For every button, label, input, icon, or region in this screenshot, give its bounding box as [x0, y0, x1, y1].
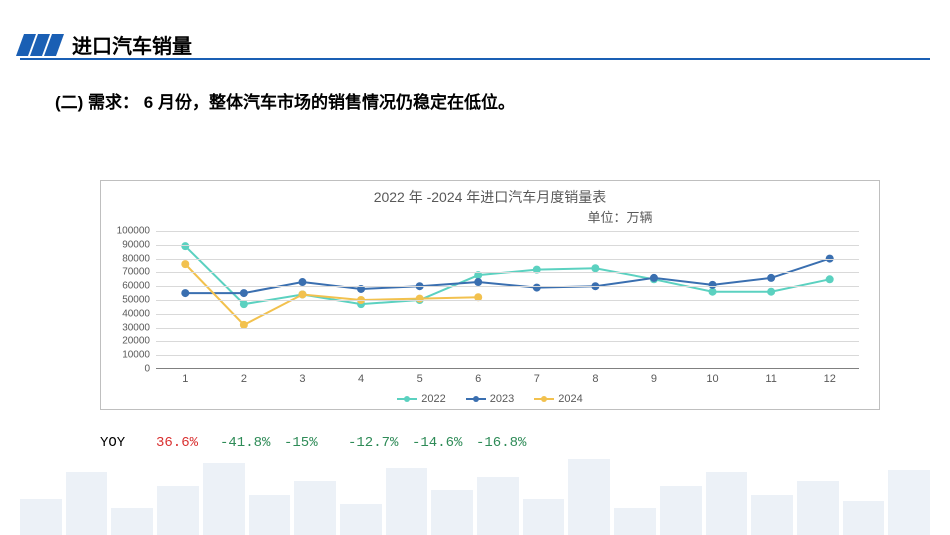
- grid-line: [156, 286, 859, 287]
- legend-label: 2022: [421, 393, 445, 405]
- grid-line: [156, 341, 859, 342]
- series-line-2023: [185, 259, 829, 294]
- y-tick-label: 100000: [117, 226, 150, 237]
- yoy-value: -15%: [284, 435, 348, 451]
- y-tick-label: 80000: [122, 253, 150, 264]
- legend-item-2022: 2022: [397, 393, 445, 405]
- chart-title: 2022 年 -2024 年进口汽车月度销量表: [101, 187, 879, 207]
- header-bars-icon: [16, 34, 64, 56]
- legend-label: 2024: [558, 393, 582, 405]
- background-silhouette: [0, 445, 950, 535]
- yoy-row: YOY 36.6%-41.8%-15%-12.7%-14.6%-16.8%: [100, 435, 540, 451]
- yoy-value: -16.8%: [476, 435, 540, 451]
- header-underline: [20, 58, 930, 60]
- yoy-value: -41.8%: [220, 435, 284, 451]
- legend-swatch: [397, 398, 417, 400]
- grid-line: [156, 328, 859, 329]
- grid-line: [156, 355, 859, 356]
- page-title: 进口汽车销量: [72, 30, 192, 59]
- grid-line: [156, 272, 859, 273]
- series-marker-2023: [709, 281, 717, 289]
- x-tick-label: 3: [299, 373, 305, 385]
- series-marker-2022: [767, 288, 775, 296]
- y-tick-label: 30000: [122, 322, 150, 333]
- sales-chart: 2022 年 -2024 年进口汽车月度销量表 单位：万辆 0100002000…: [100, 180, 880, 410]
- yoy-label: YOY: [100, 435, 156, 451]
- series-marker-2023: [181, 289, 189, 297]
- series-marker-2022: [181, 242, 189, 250]
- x-tick-label: 5: [417, 373, 423, 385]
- series-marker-2023: [298, 278, 306, 286]
- y-tick-label: 20000: [122, 336, 150, 347]
- page-header: 进口汽车销量: [20, 30, 930, 59]
- y-tick-label: 0: [144, 364, 150, 375]
- chart-plot-area: 0100002000030000400005000060000700008000…: [156, 231, 859, 369]
- y-tick-label: 90000: [122, 239, 150, 250]
- grid-line: [156, 231, 859, 232]
- x-tick-label: 2: [241, 373, 247, 385]
- yoy-value: 36.6%: [156, 435, 220, 451]
- y-tick-label: 70000: [122, 267, 150, 278]
- series-marker-2023: [474, 278, 482, 286]
- series-marker-2022: [826, 275, 834, 283]
- legend-swatch: [466, 398, 486, 400]
- grid-line: [156, 300, 859, 301]
- chart-legend: 2022 2023 2024: [101, 393, 879, 405]
- series-marker-2024: [416, 295, 424, 303]
- series-marker-2023: [240, 289, 248, 297]
- y-tick-label: 60000: [122, 281, 150, 292]
- x-tick-label: 10: [706, 373, 718, 385]
- series-marker-2022: [240, 300, 248, 308]
- legend-label: 2023: [490, 393, 514, 405]
- x-tick-label: 11: [765, 373, 776, 385]
- grid-line: [156, 245, 859, 246]
- legend-swatch: [534, 398, 554, 400]
- chart-unit-label: 单位：万辆: [101, 207, 879, 226]
- legend-item-2023: 2023: [466, 393, 514, 405]
- x-tick-label: 9: [651, 373, 657, 385]
- series-marker-2024: [181, 260, 189, 268]
- x-tick-label: 1: [182, 373, 188, 385]
- x-tick-label: 7: [534, 373, 540, 385]
- x-tick-label: 8: [592, 373, 598, 385]
- section-subtitle: (二) 需求： 6 月份，整体汽车市场的销售情况仍稳定在低位。: [55, 88, 515, 113]
- series-marker-2023: [650, 274, 658, 282]
- series-marker-2022: [709, 288, 717, 296]
- x-tick-label: 4: [358, 373, 364, 385]
- y-tick-label: 40000: [122, 308, 150, 319]
- yoy-value: -12.7%: [348, 435, 412, 451]
- legend-item-2024: 2024: [534, 393, 582, 405]
- series-marker-2024: [298, 290, 306, 298]
- grid-line: [156, 259, 859, 260]
- series-line-2022: [185, 246, 829, 304]
- yoy-value: -14.6%: [412, 435, 476, 451]
- x-tick-label: 12: [824, 373, 836, 385]
- grid-line: [156, 314, 859, 315]
- series-marker-2022: [591, 264, 599, 272]
- y-tick-label: 50000: [122, 295, 150, 306]
- series-marker-2023: [767, 274, 775, 282]
- series-marker-2023: [533, 284, 541, 292]
- y-tick-label: 10000: [122, 350, 150, 361]
- x-tick-label: 6: [475, 373, 481, 385]
